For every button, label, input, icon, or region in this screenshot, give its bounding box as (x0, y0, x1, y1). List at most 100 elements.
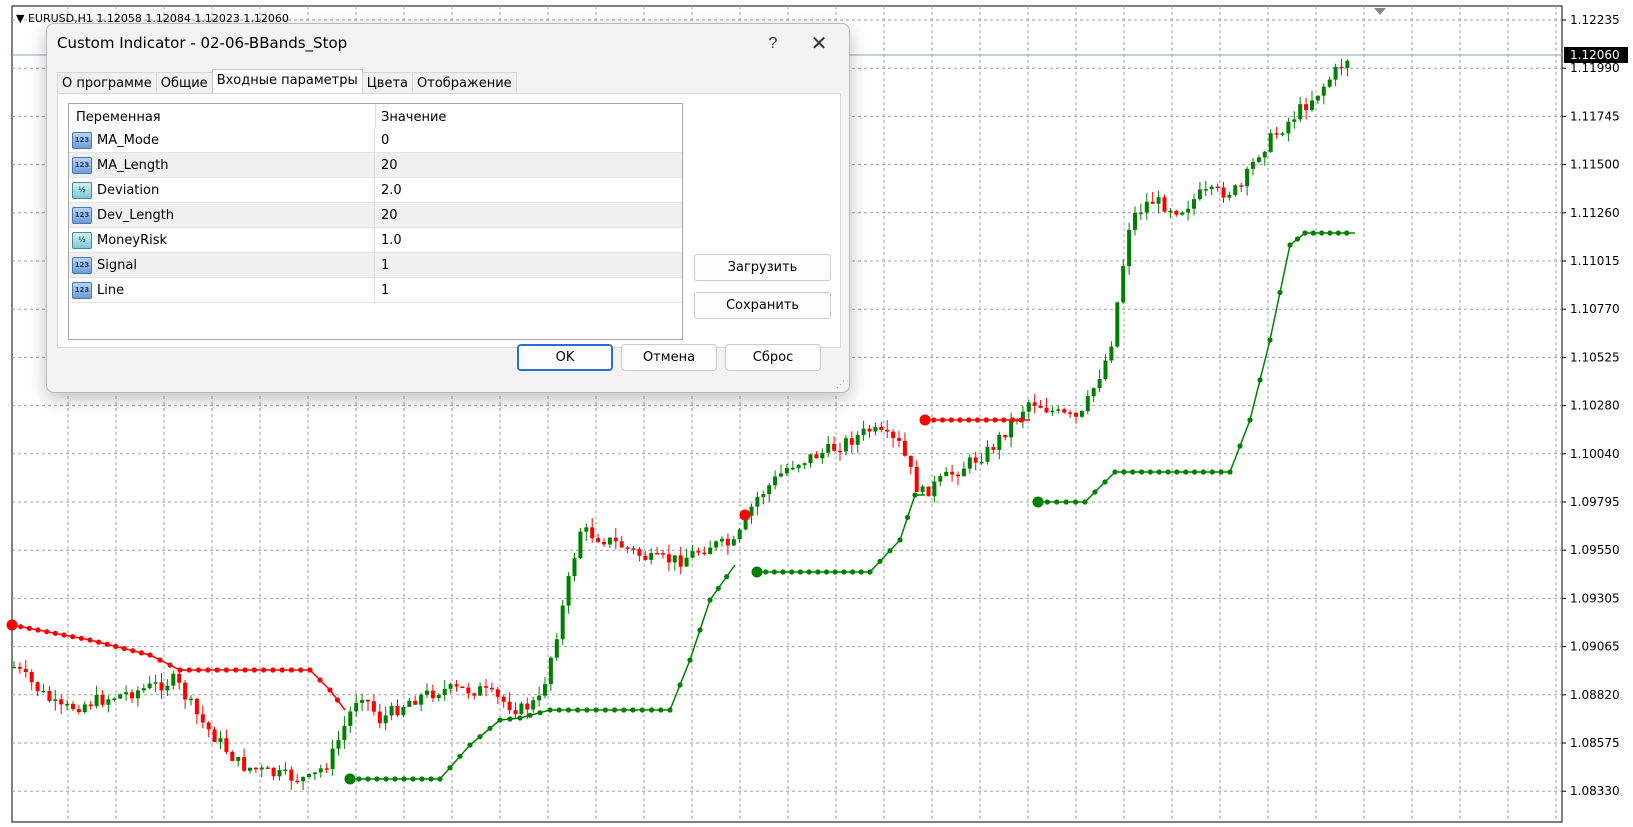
variable-cell[interactable]: 123 Dev_Length (69, 203, 375, 228)
candle-body (1038, 405, 1043, 408)
stop-down-1-dot (147, 652, 153, 658)
stop-up-2-dot (763, 569, 769, 575)
candle-body (891, 431, 896, 439)
candle-body (1091, 388, 1096, 397)
ok-button[interactable]: OK (517, 344, 613, 371)
candle-body (1268, 133, 1273, 152)
stop-up-1-dot (687, 657, 693, 663)
candle-body (218, 738, 223, 742)
candle-body (206, 722, 211, 730)
column-header-value[interactable]: Значение (381, 110, 447, 125)
candle-body (690, 551, 695, 558)
stop-up-1-dot (639, 707, 645, 713)
table-row[interactable]: 123 MA_Mode 0 (69, 128, 682, 153)
value-cell[interactable]: 1.0 (381, 233, 402, 248)
table-row[interactable]: 123 Line 1 (69, 278, 682, 303)
stop-up-1-dot (537, 710, 543, 716)
candle-body (324, 768, 329, 770)
candle-body (194, 698, 199, 715)
variable-cell[interactable]: ½ Deviation (69, 178, 375, 203)
candle-body (1109, 346, 1114, 361)
table-row[interactable]: 123 Signal 1 (69, 253, 682, 278)
table-row[interactable]: ½ MoneyRisk 1.0 (69, 228, 682, 253)
value-cell[interactable]: 20 (381, 158, 398, 173)
int-type-icon: 123 (72, 257, 92, 274)
stop-up-2-dot (823, 569, 830, 575)
tab-common[interactable]: Общие (155, 72, 213, 94)
stop-down-1-dot (157, 657, 163, 663)
candle-body (725, 538, 730, 546)
stop-down-1-dot (317, 677, 323, 683)
stop-up-3-dot (1310, 230, 1316, 236)
cancel-button[interactable]: Отмена (621, 344, 717, 371)
input-parameters-table[interactable]: Переменная Значение 123 MA_Mode 0 123 MA_Len… (68, 103, 683, 340)
dialog-title: Custom Indicator - 02-06-BBands_Stop (57, 34, 348, 52)
stop-up-1-dot (467, 742, 473, 748)
stop-up-1-dot (630, 707, 636, 713)
help-button[interactable]: ? (768, 35, 778, 52)
save-button[interactable]: Сохранить (694, 292, 831, 319)
candle-body (655, 553, 660, 555)
candle-body (743, 515, 748, 530)
value-cell[interactable]: 0 (381, 133, 390, 148)
variable-cell[interactable]: ½ MoneyRisk (69, 228, 375, 253)
symbol-dropdown-icon[interactable]: ▼ (16, 12, 25, 25)
value-cell[interactable]: 1 (381, 258, 390, 273)
value-cell[interactable]: 1 (381, 283, 390, 298)
candle-body (454, 684, 459, 687)
candle-body (885, 429, 890, 432)
tab-inputs[interactable]: Входные параметры (211, 69, 363, 94)
variable-name: MA_Mode (97, 133, 160, 148)
candle-body (548, 657, 553, 685)
load-button[interactable]: Загрузить (694, 254, 831, 281)
price-axis-label: 1.09550 (1570, 543, 1620, 557)
candle-body (336, 740, 341, 749)
stop-up-1-dot (392, 776, 398, 782)
candle-body (849, 438, 854, 445)
candle-body (678, 555, 683, 567)
candle-body (1074, 412, 1078, 417)
value-cell[interactable]: 20 (381, 208, 398, 223)
candle-body (1144, 201, 1149, 213)
candle-body (466, 687, 471, 694)
stop-down-3-dot (966, 417, 972, 423)
candle-body (1180, 212, 1185, 215)
variable-cell[interactable]: 123 MA_Mode (69, 128, 375, 153)
reset-button[interactable]: Сброс (725, 344, 821, 371)
close-button[interactable]: ✕ (810, 33, 828, 55)
variable-cell[interactable]: 123 Line (69, 278, 375, 303)
table-row[interactable]: 123 Dev_Length 20 (69, 203, 682, 228)
tab-colors[interactable]: Цвета (361, 72, 414, 94)
candle-body (902, 440, 907, 456)
candle-body (1280, 133, 1285, 135)
stop-up-3-dot (1192, 469, 1198, 475)
stop-up-1-dot (677, 682, 683, 688)
candle-body (318, 768, 323, 773)
int-type-icon: 123 (72, 132, 92, 149)
price-axis-label: 1.08330 (1570, 784, 1620, 798)
candle-body (1245, 168, 1250, 187)
stop-down-1-dot (104, 641, 110, 647)
candle-body (1203, 189, 1208, 191)
variable-cell[interactable]: 123 MA_Length (69, 153, 375, 178)
candle-body (920, 486, 925, 492)
candle-body (631, 548, 636, 550)
candle-body (702, 552, 707, 555)
value-cell[interactable]: 2.0 (381, 183, 402, 198)
tab-visualization[interactable]: Отображение (412, 72, 517, 94)
table-row[interactable]: ½ Deviation 2.0 (69, 178, 682, 203)
variable-cell[interactable]: 123 Signal (69, 253, 375, 278)
column-header-variable[interactable]: Переменная (76, 110, 161, 125)
price-axis-label: 1.10280 (1570, 399, 1620, 413)
candle-body (301, 777, 306, 782)
candle-body (537, 695, 542, 701)
candle-body (76, 709, 81, 713)
candle-body (1062, 409, 1067, 413)
candle-body (973, 457, 978, 463)
resize-grip-icon[interactable]: ⋰ (836, 379, 845, 389)
candle-body (1221, 187, 1226, 198)
stop-up-2-dot (867, 569, 873, 575)
table-row[interactable]: 123 MA_Length 20 (69, 153, 682, 178)
tab-about[interactable]: О программе (57, 72, 157, 94)
candle-body (938, 476, 943, 482)
